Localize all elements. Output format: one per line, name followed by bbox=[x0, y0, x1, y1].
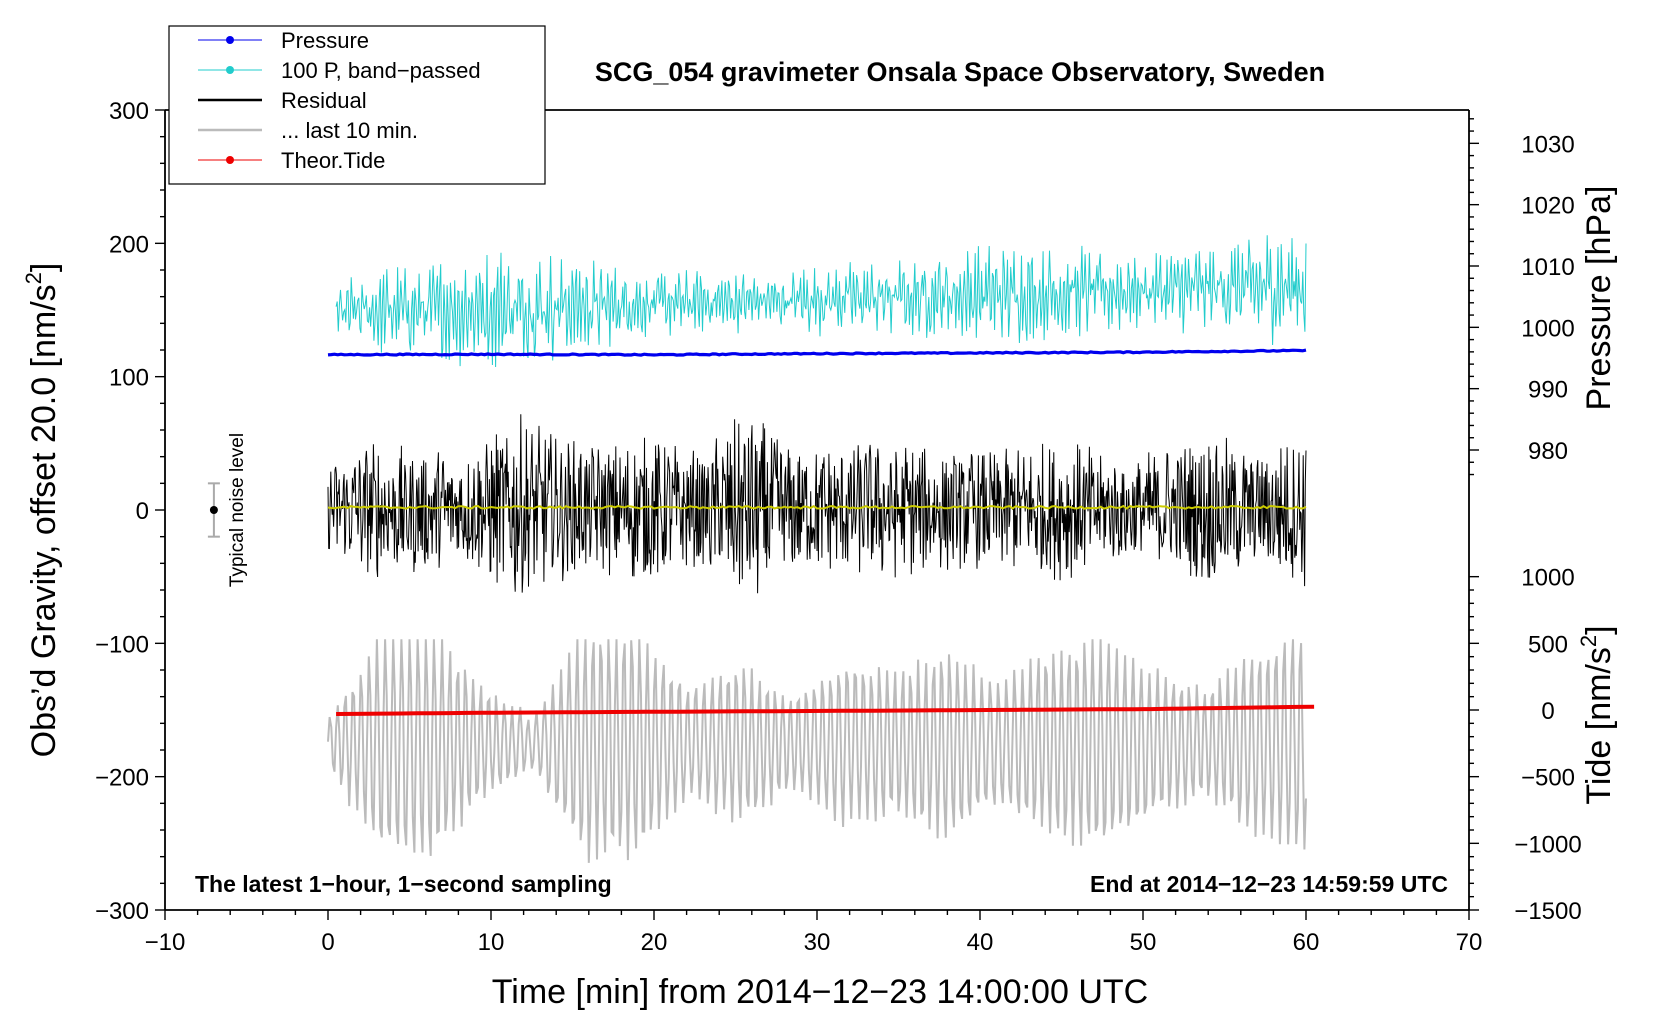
noise-bar-dot bbox=[209, 506, 218, 514]
series-residual bbox=[327, 414, 1307, 594]
y-axis-left-title: Obs’d Gravity, offset 20.0 [nm/s2] bbox=[21, 263, 63, 758]
series-pressure bbox=[327, 348, 1307, 357]
tick-layer: −10 0 10 20 30 40 50 60 703002001000−100−200−300… bbox=[95, 98, 1582, 956]
noise-level-indicator: Typical noise level bbox=[207, 433, 248, 587]
pressure-tick-label: 1020 bbox=[1521, 193, 1574, 220]
legend: Pressure 100 P, band−passed Residual ... la… bbox=[168, 25, 546, 185]
y-tick-label: 100 bbox=[109, 365, 149, 392]
pressure-tick-label: 1000 bbox=[1521, 315, 1574, 342]
legend-marker bbox=[226, 36, 234, 44]
legend-label: Theor.Tide bbox=[281, 148, 385, 173]
y-right-title-end: ] bbox=[1580, 625, 1618, 634]
tide-tick-label: 1000 bbox=[1521, 565, 1574, 592]
series-residual-mean bbox=[327, 504, 1307, 510]
tide-tick-label: −1500 bbox=[1514, 898, 1581, 925]
y-left-title-sup: 2 bbox=[21, 272, 46, 284]
series-theoretical-tide bbox=[336, 704, 1315, 716]
noise-level-label: Typical noise level bbox=[227, 433, 248, 587]
x-tick-label: 60 bbox=[1293, 929, 1320, 956]
y-right-title-sup: 2 bbox=[1576, 635, 1601, 647]
pressure-tick-label: 1010 bbox=[1521, 254, 1574, 281]
series-layer bbox=[327, 235, 1315, 863]
tide-tick-label: 0 bbox=[1541, 698, 1554, 725]
legend-label: Pressure bbox=[281, 28, 369, 53]
x-tick-label: −10 bbox=[145, 929, 186, 956]
x-tick-label: 50 bbox=[1130, 929, 1157, 956]
y-tick-label: 200 bbox=[109, 231, 149, 258]
legend-label: Residual bbox=[281, 88, 367, 113]
annotation-end-time: End at 2014−12−23 14:59:59 UTC bbox=[1090, 871, 1448, 897]
x-tick-label: 10 bbox=[478, 929, 505, 956]
y-tick-label: −300 bbox=[95, 898, 149, 925]
x-tick-label: 20 bbox=[641, 929, 668, 956]
x-tick-label: 40 bbox=[967, 929, 994, 956]
annotation-sampling: The latest 1−hour, 1−second sampling bbox=[195, 871, 612, 897]
y-tick-label: 300 bbox=[109, 98, 149, 125]
pressure-tick-label: 1030 bbox=[1521, 131, 1574, 158]
tide-tick-label: 500 bbox=[1528, 631, 1568, 658]
y-tick-label: −200 bbox=[95, 765, 149, 792]
y-right-title-main: Tide [nm/s bbox=[1580, 647, 1618, 804]
x-tick-label: 70 bbox=[1456, 929, 1483, 956]
legend-label: ... last 10 min. bbox=[281, 118, 418, 143]
y-axis-right-bottom-title: Tide [nm/s2] bbox=[1576, 625, 1618, 804]
y-left-title-main: Obs’d Gravity, offset 20.0 [nm/s bbox=[25, 284, 63, 757]
chart-title: SCG_054 gravimeter Onsala Space Observat… bbox=[595, 57, 1325, 87]
tide-tick-label: −1000 bbox=[1514, 831, 1581, 858]
x-axis-title: Time [min] from 2014−12−23 14:00:00 UTC bbox=[492, 973, 1148, 1011]
legend-marker bbox=[226, 156, 234, 164]
pressure-tick-label: 990 bbox=[1528, 377, 1568, 404]
legend-label: 100 P, band−passed bbox=[281, 58, 481, 83]
y-left-title-end: ] bbox=[25, 263, 63, 272]
legend-marker bbox=[226, 66, 234, 74]
y-tick-label: −100 bbox=[95, 631, 149, 658]
y-tick-label: 0 bbox=[136, 498, 149, 525]
y-axis-right-top-title: Pressure [hPa] bbox=[1580, 186, 1618, 411]
series-band-passed-pressure bbox=[335, 235, 1307, 368]
series-last-10-min bbox=[327, 639, 1307, 863]
pressure-tick-label: 980 bbox=[1528, 438, 1568, 465]
x-tick-label: 30 bbox=[804, 929, 831, 956]
tide-tick-label: −500 bbox=[1521, 765, 1575, 792]
x-tick-label: 0 bbox=[321, 929, 334, 956]
